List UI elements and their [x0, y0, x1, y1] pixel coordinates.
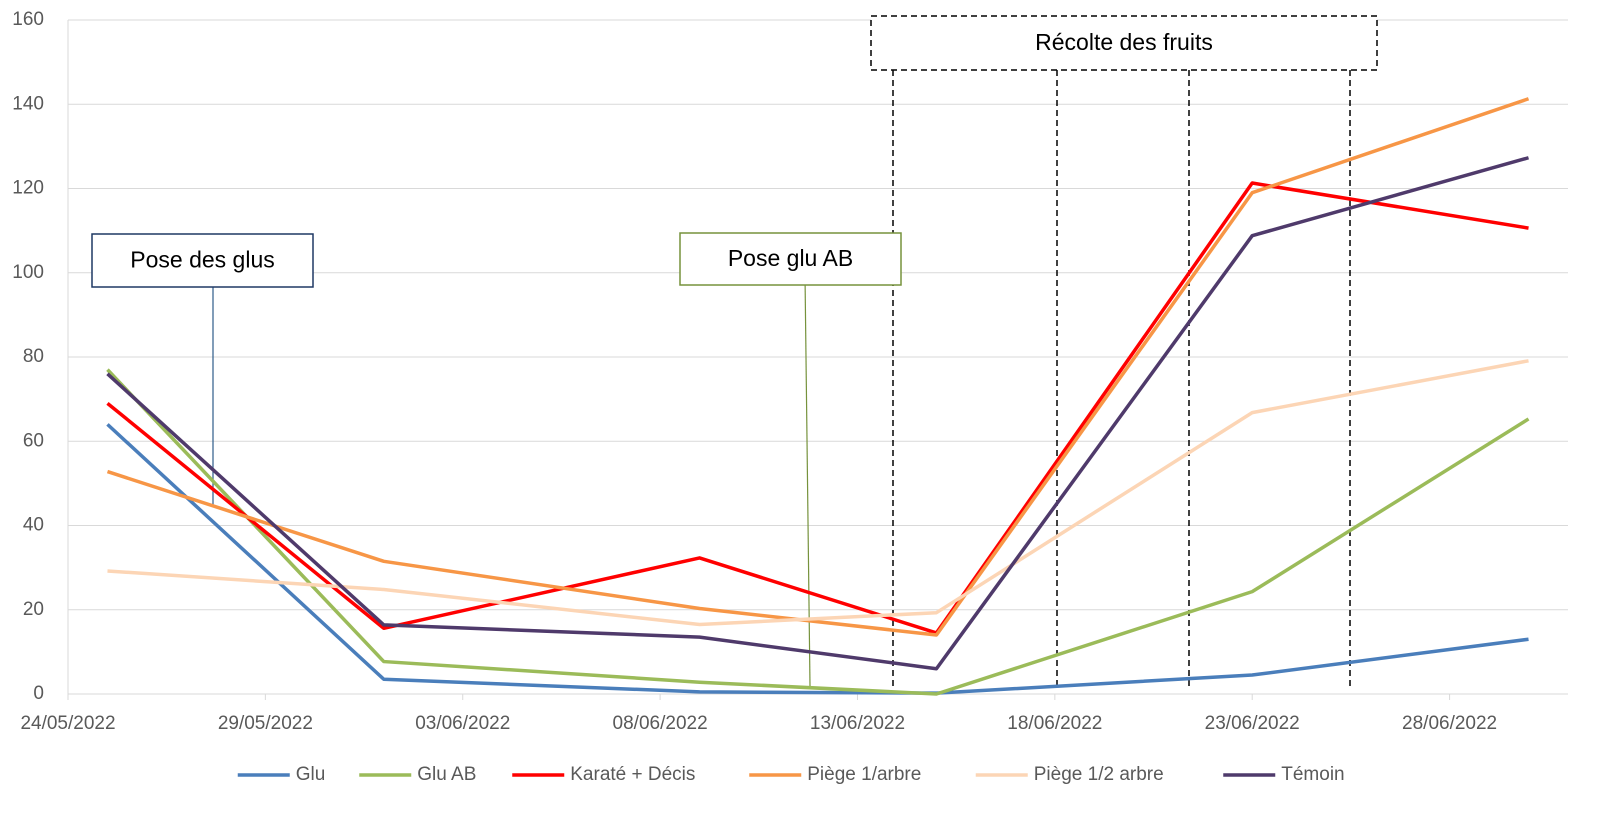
legend-label: Glu — [296, 764, 326, 785]
line-series — [106, 181, 1529, 635]
x-tick-label: 13/06/2022 — [810, 713, 905, 734]
x-tick-label: 28/06/2022 — [1402, 713, 1497, 734]
legend-label: Piège 1/2 arbre — [1034, 764, 1164, 785]
y-tick-label: 20 — [23, 599, 44, 620]
annotation-box — [870, 15, 1378, 71]
annotation-pointer — [804, 274, 811, 687]
x-tick-label: 18/06/2022 — [1007, 713, 1102, 734]
annotation-box — [91, 233, 314, 288]
legend-label: Glu AB — [417, 764, 476, 785]
legend-label: Témoin — [1281, 764, 1344, 785]
y-tick-label: 40 — [23, 515, 44, 536]
line-series — [106, 368, 1530, 696]
x-tick-label: 23/06/2022 — [1205, 713, 1300, 734]
legend-label: Piège 1/arbre — [807, 764, 921, 785]
annotation-text: Pose glu AB — [728, 245, 853, 271]
x-tick-label: 29/05/2022 — [218, 713, 313, 734]
annotation-text: Récolte des fruits — [1035, 29, 1213, 55]
y-tick-label: 140 — [12, 93, 44, 114]
y-tick-label: 60 — [23, 430, 44, 451]
y-tick-label: 120 — [12, 178, 44, 199]
x-tick-label: 24/05/2022 — [20, 713, 115, 734]
line-series — [106, 423, 1529, 695]
y-tick-label: 100 — [12, 262, 44, 283]
line-series — [106, 97, 1530, 637]
annotation-box — [679, 232, 902, 286]
line-series — [106, 156, 1530, 671]
y-tick-label: 0 — [33, 683, 44, 704]
legend-label: Karaté + Décis — [570, 764, 695, 785]
y-tick-label: 160 — [12, 9, 44, 30]
x-tick-label: 08/06/2022 — [613, 713, 708, 734]
annotation-text: Pose des glus — [130, 247, 274, 273]
y-tick-label: 80 — [23, 346, 44, 367]
x-tick-label: 03/06/2022 — [415, 713, 510, 734]
line-series — [107, 359, 1529, 627]
